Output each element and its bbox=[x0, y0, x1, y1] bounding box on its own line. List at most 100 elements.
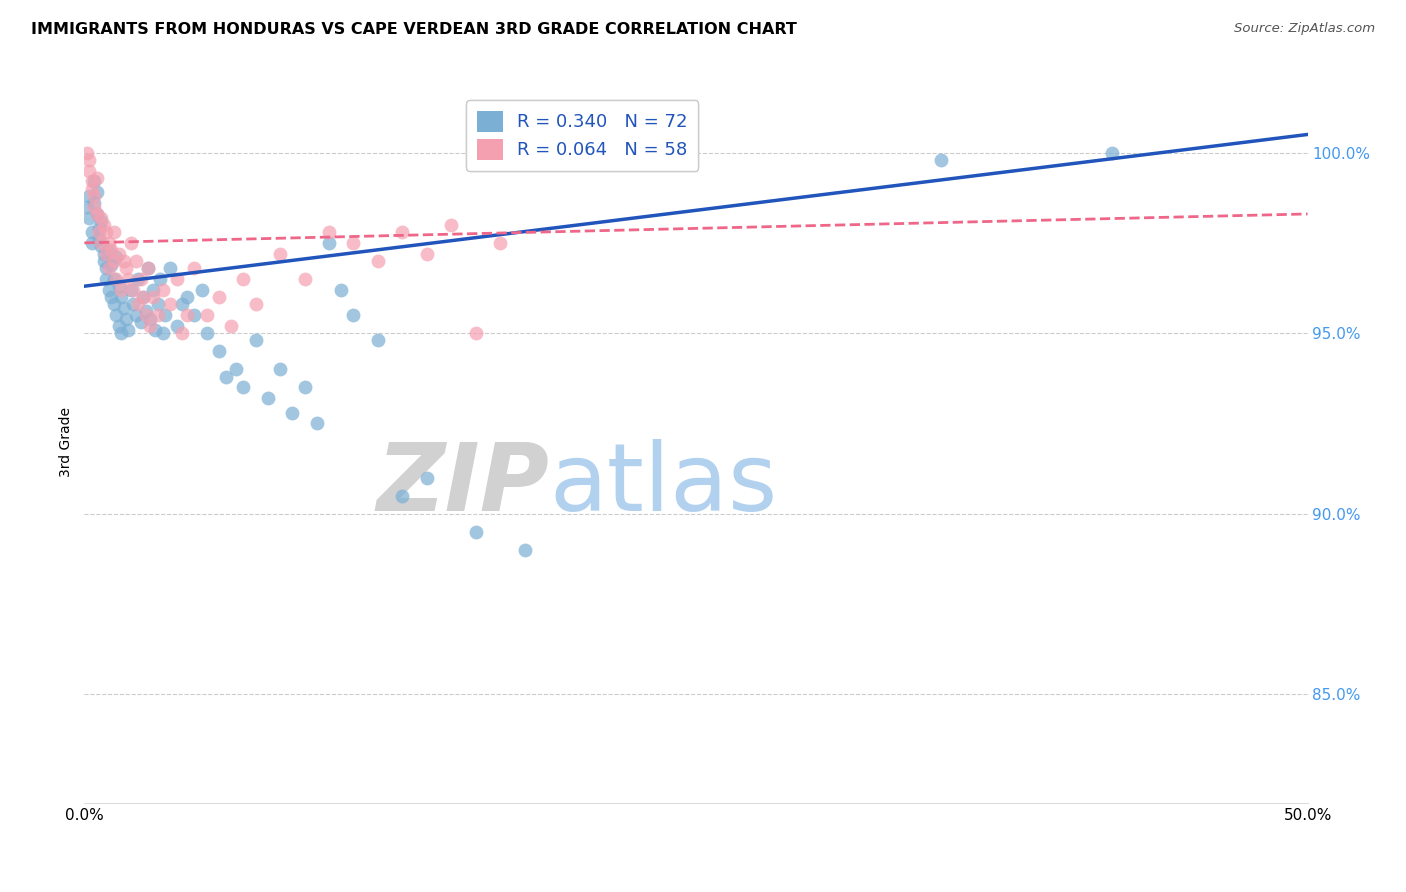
Point bbox=[120, 283, 142, 297]
Point bbox=[172, 326, 194, 341]
Point bbox=[132, 290, 155, 304]
Point bbox=[90, 214, 112, 228]
Point bbox=[129, 315, 152, 329]
Point bbox=[77, 153, 100, 167]
Point bbox=[86, 170, 108, 185]
Point bbox=[208, 290, 231, 304]
Point bbox=[513, 543, 536, 558]
Point bbox=[152, 283, 174, 297]
Point bbox=[136, 261, 159, 276]
Point bbox=[183, 308, 205, 322]
Point bbox=[83, 189, 105, 203]
Point bbox=[77, 211, 100, 225]
Point bbox=[136, 261, 159, 276]
Point bbox=[77, 163, 100, 178]
Point bbox=[86, 207, 108, 221]
Point bbox=[103, 225, 125, 239]
Point bbox=[143, 322, 166, 336]
Point bbox=[166, 272, 188, 286]
Text: ZIP: ZIP bbox=[377, 439, 550, 531]
Point bbox=[97, 283, 120, 297]
Point bbox=[195, 308, 218, 322]
Point bbox=[139, 311, 162, 326]
Point bbox=[219, 318, 242, 333]
Point bbox=[191, 283, 214, 297]
Y-axis label: 3rd Grade: 3rd Grade bbox=[59, 407, 73, 476]
Point bbox=[105, 272, 128, 286]
Point bbox=[87, 232, 110, 246]
Point bbox=[117, 322, 139, 336]
Point bbox=[127, 297, 149, 311]
Point bbox=[115, 261, 138, 276]
Point bbox=[112, 301, 135, 315]
Point bbox=[93, 246, 115, 260]
Point bbox=[86, 186, 108, 200]
Point bbox=[172, 297, 194, 311]
Point bbox=[112, 254, 135, 268]
Point bbox=[107, 279, 129, 293]
Point bbox=[90, 211, 112, 225]
Point bbox=[176, 308, 198, 322]
Point bbox=[232, 272, 254, 286]
Point bbox=[183, 261, 205, 276]
Point bbox=[97, 235, 120, 250]
Point bbox=[122, 297, 145, 311]
Point bbox=[416, 471, 439, 485]
Point bbox=[96, 246, 118, 260]
Point bbox=[100, 290, 122, 304]
Point bbox=[117, 272, 139, 286]
Text: Source: ZipAtlas.com: Source: ZipAtlas.com bbox=[1234, 22, 1375, 36]
Point bbox=[97, 243, 120, 257]
Point bbox=[146, 308, 169, 322]
Point bbox=[129, 272, 152, 286]
Point bbox=[245, 334, 267, 348]
Point bbox=[294, 380, 316, 394]
Point bbox=[153, 308, 176, 322]
Point bbox=[110, 290, 132, 304]
Point bbox=[294, 272, 316, 286]
Point bbox=[464, 326, 486, 341]
Point bbox=[166, 318, 188, 333]
Point bbox=[80, 235, 103, 250]
Point bbox=[464, 524, 486, 539]
Point bbox=[122, 283, 145, 297]
Point bbox=[110, 326, 132, 341]
Point bbox=[100, 243, 122, 257]
Point bbox=[80, 174, 103, 188]
Point bbox=[176, 290, 198, 304]
Point bbox=[96, 261, 118, 276]
Point bbox=[215, 369, 238, 384]
Point bbox=[115, 311, 138, 326]
Point bbox=[225, 362, 247, 376]
Point bbox=[135, 304, 157, 318]
Point bbox=[80, 182, 103, 196]
Point bbox=[159, 261, 181, 276]
Point bbox=[76, 200, 98, 214]
Point bbox=[257, 391, 280, 405]
Point bbox=[96, 225, 118, 239]
Point bbox=[342, 235, 364, 250]
Point bbox=[269, 246, 291, 260]
Point bbox=[208, 344, 231, 359]
Point bbox=[929, 153, 952, 167]
Point bbox=[87, 225, 110, 239]
Point bbox=[142, 290, 165, 304]
Point bbox=[120, 235, 142, 250]
Point bbox=[132, 290, 155, 304]
Point bbox=[100, 258, 122, 272]
Point bbox=[318, 225, 340, 239]
Point bbox=[318, 235, 340, 250]
Point bbox=[105, 308, 128, 322]
Point bbox=[416, 246, 439, 260]
Point bbox=[90, 235, 112, 250]
Point bbox=[245, 297, 267, 311]
Point bbox=[105, 250, 128, 264]
Point bbox=[93, 254, 115, 268]
Point bbox=[281, 406, 304, 420]
Point bbox=[330, 283, 353, 297]
Point bbox=[135, 308, 157, 322]
Point bbox=[142, 283, 165, 297]
Point bbox=[96, 272, 118, 286]
Point bbox=[103, 272, 125, 286]
Point bbox=[367, 254, 389, 268]
